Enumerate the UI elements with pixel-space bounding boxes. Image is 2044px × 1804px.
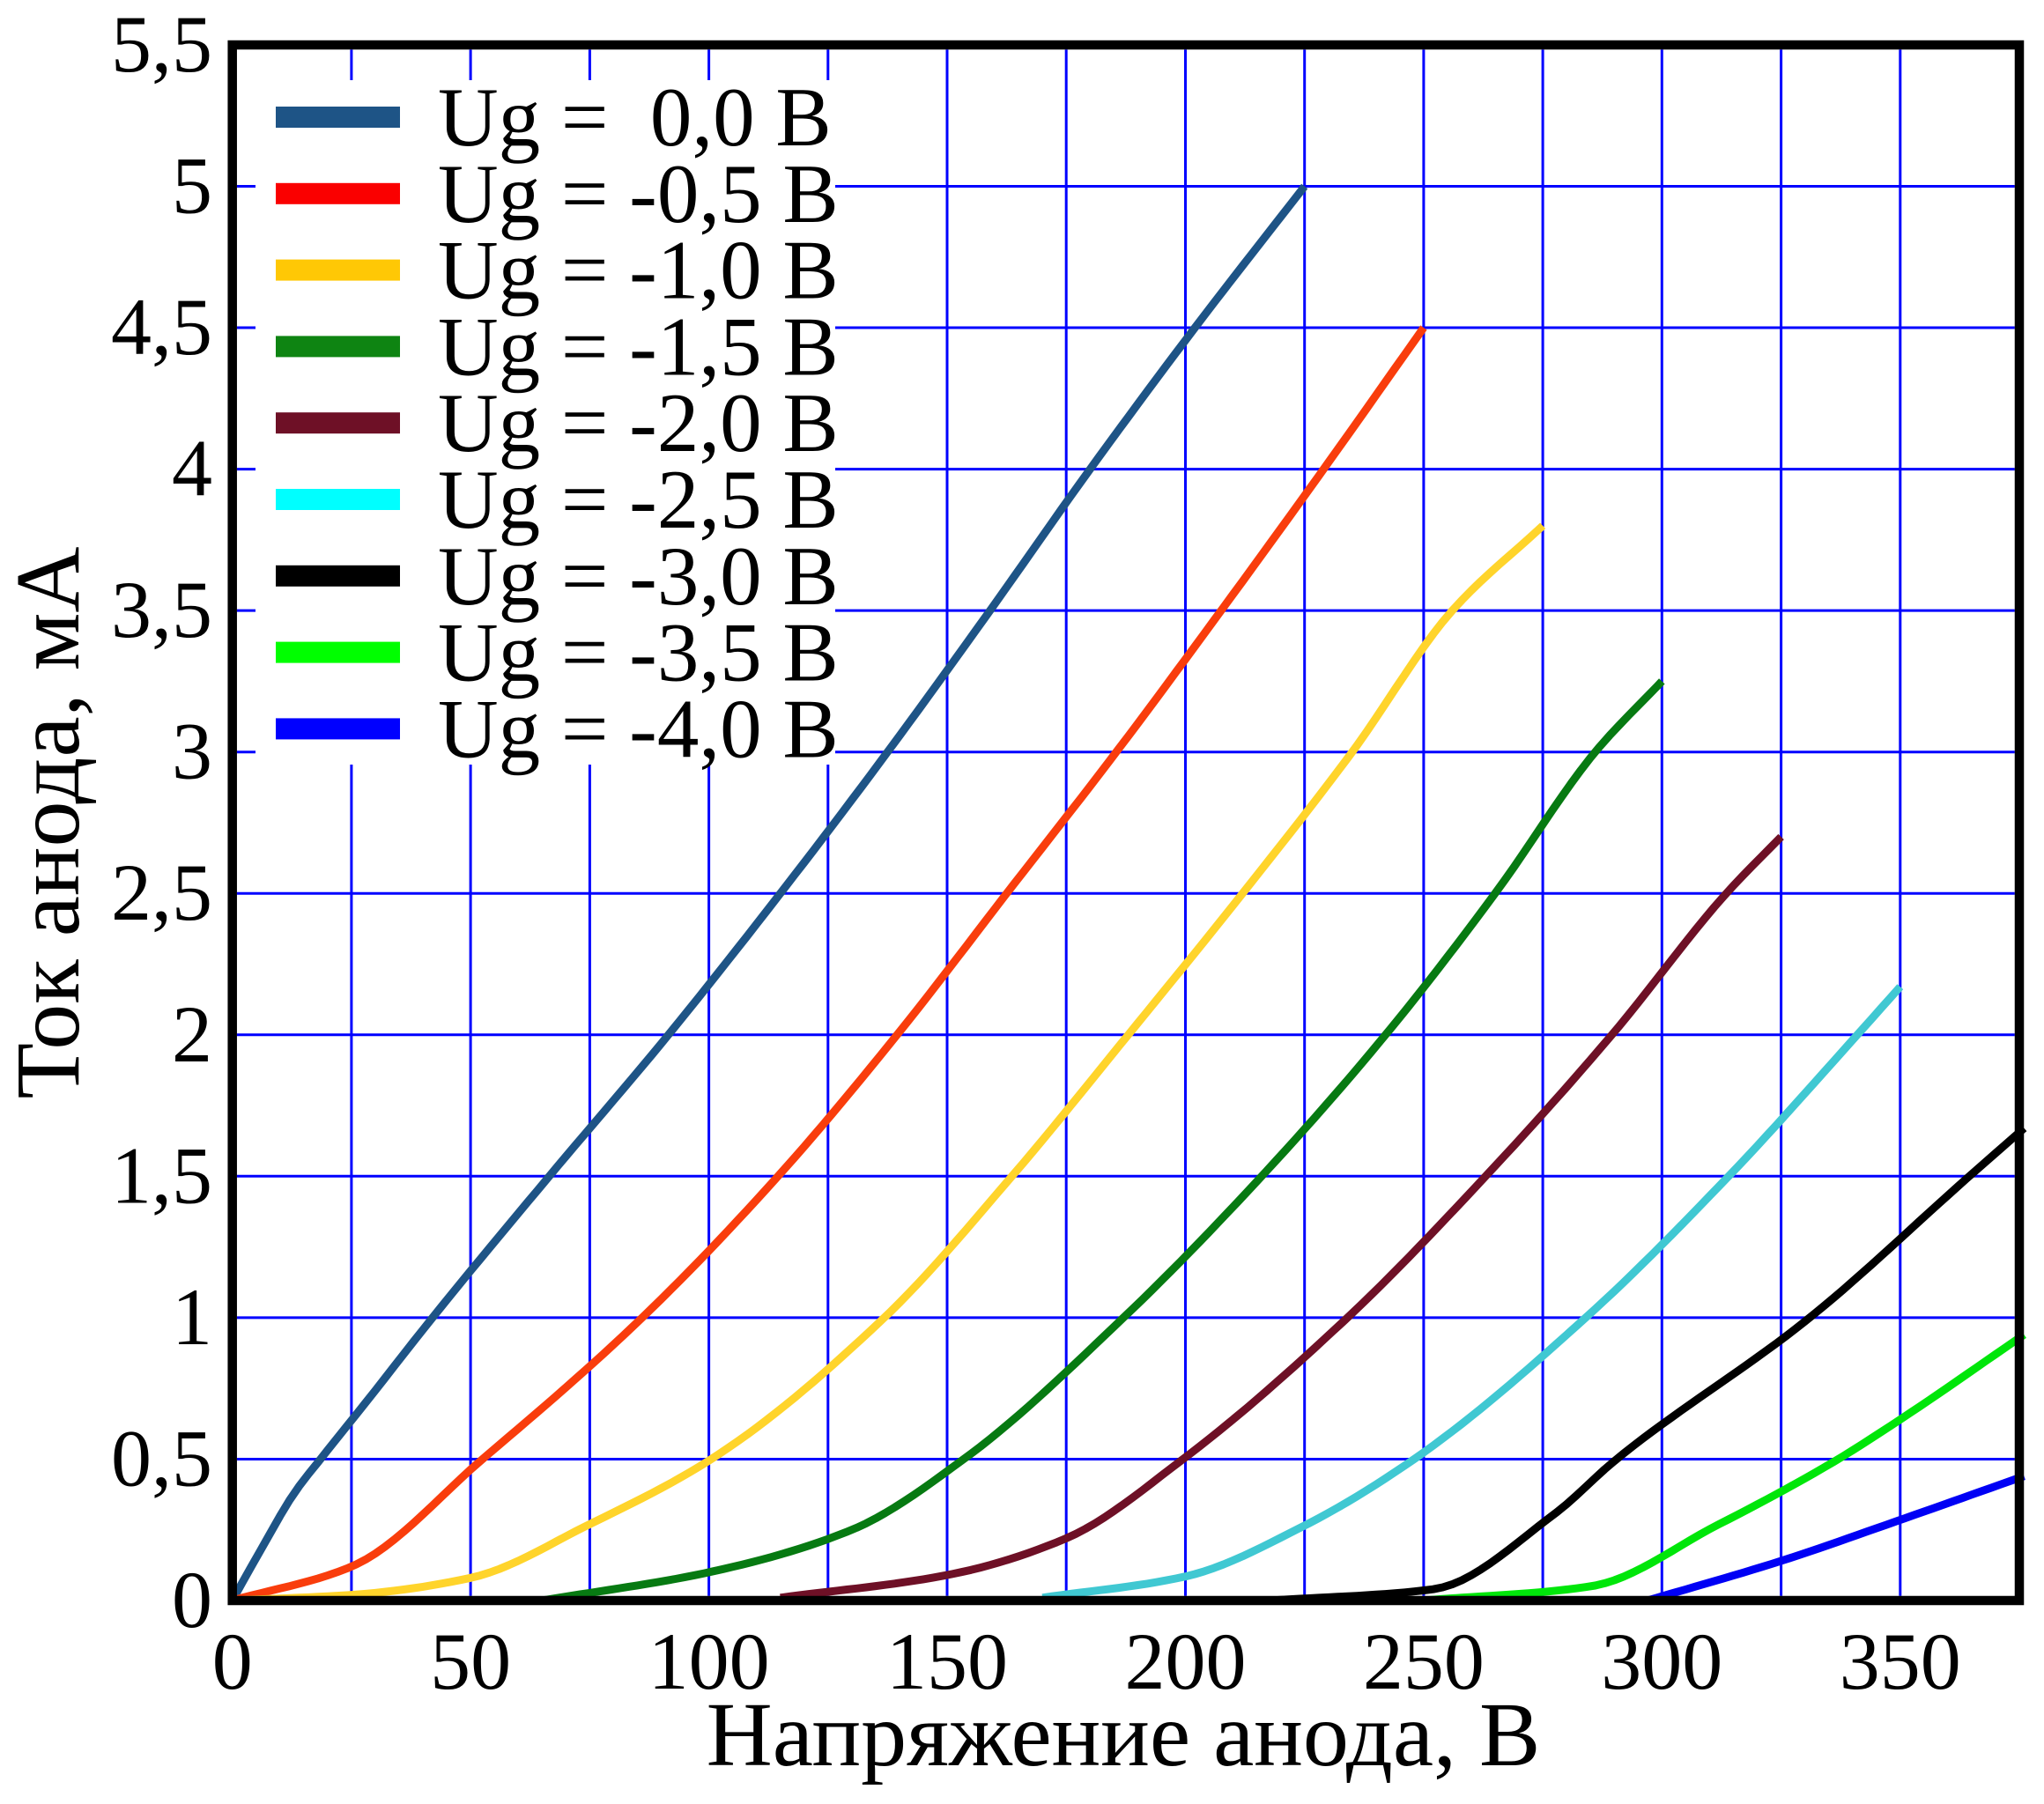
svg-text:0,5: 0,5 <box>111 1414 212 1504</box>
svg-text:150: 150 <box>886 1616 1008 1706</box>
svg-text:1,5: 1,5 <box>111 1130 212 1220</box>
svg-text:Ug = -3,5 В: Ug = -3,5 В <box>438 606 839 699</box>
svg-text:Ug = -2,5 В: Ug = -2,5 В <box>438 453 839 546</box>
svg-text:Ug = -2,0 В: Ug = -2,0 В <box>438 376 839 469</box>
svg-text:Ug = -3,0 В: Ug = -3,0 В <box>438 529 839 623</box>
svg-text:100: 100 <box>648 1616 770 1706</box>
svg-text:50: 50 <box>430 1616 511 1706</box>
svg-text:2: 2 <box>172 989 212 1079</box>
svg-text:Ug = -1,5 В: Ug = -1,5 В <box>438 299 839 393</box>
svg-text:Ug = -0,5 В: Ug = -0,5 В <box>438 147 839 240</box>
svg-text:250: 250 <box>1363 1616 1485 1706</box>
svg-text:2,5: 2,5 <box>111 847 212 937</box>
svg-text:300: 300 <box>1601 1616 1722 1706</box>
svg-text:350: 350 <box>1840 1616 1961 1706</box>
svg-text:Ug = 0,0 В: Ug = 0,0 В <box>438 70 832 164</box>
svg-text:Ug = -4,0 В: Ug = -4,0 В <box>438 682 839 775</box>
svg-text:4: 4 <box>172 424 212 514</box>
svg-text:1: 1 <box>172 1272 212 1362</box>
svg-text:Ток анода, мА: Ток анода, мА <box>0 546 99 1098</box>
svg-text:Ug = -1,0 В: Ug = -1,0 В <box>438 224 839 317</box>
svg-text:Напряжение анода, В: Напряжение анода, В <box>707 1684 1541 1786</box>
svg-text:5: 5 <box>172 141 212 231</box>
svg-text:5,5: 5,5 <box>111 0 212 89</box>
svg-text:4,5: 4,5 <box>111 282 212 372</box>
svg-text:3,5: 3,5 <box>111 565 212 654</box>
svg-text:3: 3 <box>172 706 212 796</box>
svg-text:200: 200 <box>1125 1616 1247 1706</box>
svg-text:0: 0 <box>212 1616 253 1706</box>
svg-text:0: 0 <box>172 1555 212 1645</box>
